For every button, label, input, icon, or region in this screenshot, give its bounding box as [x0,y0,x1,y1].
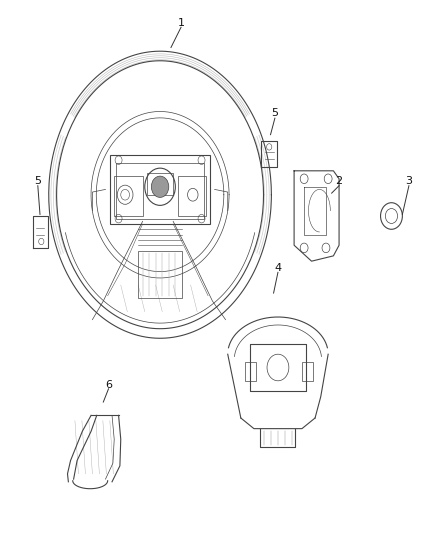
Text: 1: 1 [177,18,184,28]
Bar [177,176,206,216]
Text: 5: 5 [272,108,279,118]
Bar [117,163,204,219]
Bar [245,362,256,381]
Bar [138,251,182,298]
Bar [250,344,306,391]
Text: 2: 2 [336,176,343,187]
Text: 3: 3 [406,176,413,187]
Bar [110,155,210,224]
Text: 6: 6 [105,379,112,390]
Text: 4: 4 [274,263,282,273]
Bar [114,176,143,216]
Text: 5: 5 [34,176,41,187]
Bar [302,362,313,381]
Circle shape [151,176,169,197]
Bar [147,173,173,195]
